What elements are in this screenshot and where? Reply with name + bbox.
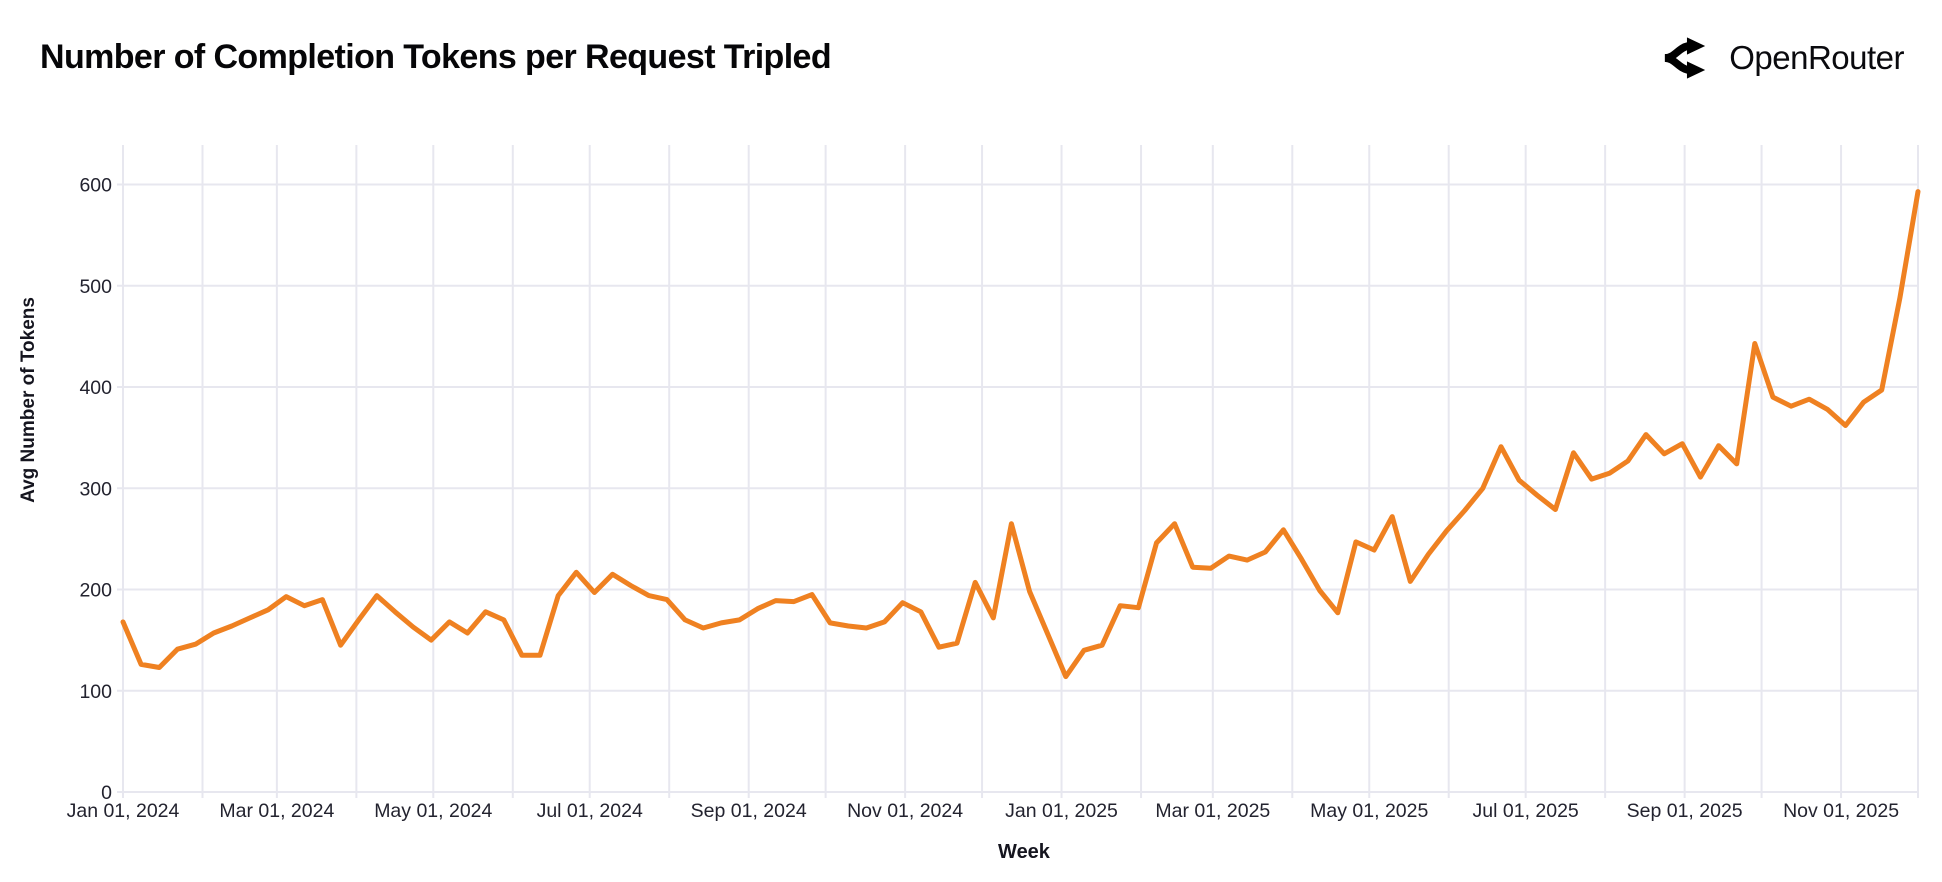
y-axis-tick-labels: 0 100 200 300 400 500 600 [79,175,112,805]
x-axis-tick-labels: Jan 01, 2024 Mar 01, 2024 May 01, 2024 Jul … [67,800,1900,822]
svg-text:600: 600 [79,175,112,197]
svg-text:Sep 01, 2025: Sep 01, 2025 [1627,800,1743,822]
page-title: Number of Completion Tokens per Request … [40,38,832,76]
svg-text:300: 300 [79,478,112,500]
vertical-gridlines [122,145,1919,792]
svg-text:Jan 01, 2025: Jan 01, 2025 [1005,800,1118,822]
svg-text:Mar 01, 2024: Mar 01, 2024 [219,800,334,822]
svg-text:Sep 01, 2024: Sep 01, 2024 [691,800,807,822]
svg-text:0: 0 [101,782,112,804]
svg-text:Jul 01, 2025: Jul 01, 2025 [1473,800,1579,822]
openrouter-logo: OpenRouter [1659,34,1904,82]
tokens-series-line [120,189,1921,680]
svg-text:400: 400 [79,377,112,399]
svg-text:Nov 01, 2024: Nov 01, 2024 [847,800,963,822]
svg-text:100: 100 [79,681,112,703]
x-axis-title: Week [998,841,1051,863]
svg-text:May 01, 2025: May 01, 2025 [1310,800,1428,822]
svg-text:Nov 01, 2025: Nov 01, 2025 [1783,800,1899,822]
brand-name: OpenRouter [1729,39,1904,76]
svg-text:500: 500 [79,276,112,298]
axis-ticks [117,183,1919,798]
horizontal-gridlines [123,183,1918,793]
openrouter-icon [1664,37,1706,79]
y-axis-title: Avg Number of Tokens [18,297,39,503]
svg-text:Jan 01, 2024: Jan 01, 2024 [67,800,180,822]
svg-text:Jul 01, 2024: Jul 01, 2024 [537,800,643,822]
svg-text:Mar 01, 2025: Mar 01, 2025 [1155,800,1270,822]
svg-text:May 01, 2024: May 01, 2024 [374,800,492,822]
svg-text:200: 200 [79,580,112,602]
